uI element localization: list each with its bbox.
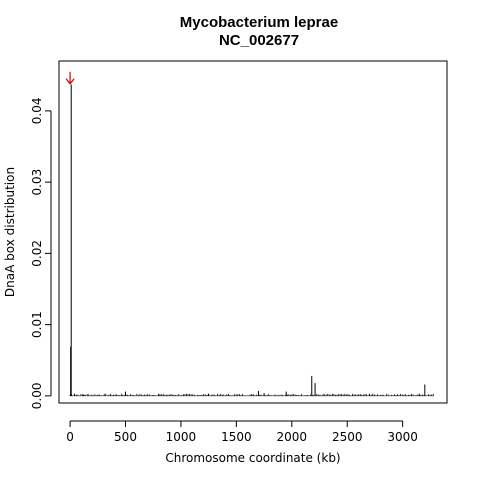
y-axis-label: DnaA box distribution bbox=[3, 167, 17, 297]
x-axis-label: Chromosome coordinate (kb) bbox=[165, 451, 340, 465]
plot-frame bbox=[58, 60, 448, 404]
x-tick-label: 2000 bbox=[277, 430, 308, 444]
x-axis: 0 500 1000 1500 2000 2500 3000 bbox=[66, 420, 418, 444]
x-tick-label: 0 bbox=[66, 430, 74, 444]
y-tick-label: 0.03 bbox=[30, 169, 44, 196]
y-tick-label: 0.04 bbox=[30, 98, 44, 125]
y-tick-label: 0.01 bbox=[30, 311, 44, 338]
data-series bbox=[70, 84, 426, 396]
y-tick-label: 0.00 bbox=[30, 383, 44, 410]
chart-subtitle: NC_002677 bbox=[219, 32, 299, 49]
origin-marker bbox=[65, 71, 75, 85]
x-tick-label: 1000 bbox=[166, 430, 197, 444]
chart-title: Mycobacterium leprae bbox=[180, 14, 338, 31]
y-tick-label: 0.02 bbox=[30, 240, 44, 267]
marker-head bbox=[65, 78, 75, 85]
baseline-noise bbox=[69, 393, 434, 397]
x-tick-label: 1500 bbox=[221, 430, 252, 444]
x-tick-label: 2500 bbox=[332, 430, 363, 444]
x-tick-label: 500 bbox=[114, 430, 137, 444]
x-tick-label: 3000 bbox=[387, 430, 418, 444]
y-axis: 0.00 0.01 0.02 0.03 0.04 bbox=[30, 98, 52, 410]
